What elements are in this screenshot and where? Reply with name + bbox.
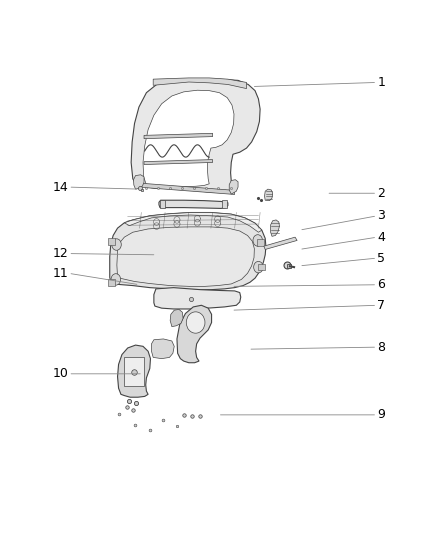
Polygon shape <box>124 358 144 386</box>
Polygon shape <box>138 183 235 195</box>
Polygon shape <box>264 237 297 249</box>
Text: 5: 5 <box>377 252 385 264</box>
Polygon shape <box>222 200 227 208</box>
Polygon shape <box>117 227 254 286</box>
Polygon shape <box>131 79 260 192</box>
Polygon shape <box>144 159 212 165</box>
Polygon shape <box>159 200 228 208</box>
Polygon shape <box>271 220 279 236</box>
Polygon shape <box>153 78 247 88</box>
Ellipse shape <box>186 312 205 333</box>
Text: 14: 14 <box>53 181 68 193</box>
Text: 2: 2 <box>377 187 385 200</box>
Text: 8: 8 <box>377 341 385 353</box>
Polygon shape <box>265 189 273 200</box>
Polygon shape <box>229 180 238 194</box>
Text: 7: 7 <box>377 299 385 312</box>
Text: 12: 12 <box>53 247 68 260</box>
Circle shape <box>112 239 121 251</box>
Polygon shape <box>177 305 212 363</box>
Text: 1: 1 <box>377 76 385 89</box>
Text: 9: 9 <box>377 408 385 422</box>
Polygon shape <box>143 90 234 187</box>
Text: 6: 6 <box>377 278 385 291</box>
Polygon shape <box>108 238 115 245</box>
Polygon shape <box>108 279 115 286</box>
Polygon shape <box>170 309 183 327</box>
Polygon shape <box>117 345 151 397</box>
Text: 10: 10 <box>53 367 68 381</box>
Circle shape <box>254 261 263 273</box>
Polygon shape <box>134 175 144 189</box>
Polygon shape <box>152 339 174 359</box>
Polygon shape <box>144 133 212 139</box>
Polygon shape <box>154 288 241 309</box>
Polygon shape <box>257 239 264 246</box>
Polygon shape <box>110 213 266 290</box>
Polygon shape <box>160 200 166 208</box>
Polygon shape <box>258 264 265 270</box>
Text: 4: 4 <box>377 231 385 244</box>
Text: 3: 3 <box>377 209 385 222</box>
Circle shape <box>253 235 262 246</box>
Circle shape <box>111 273 120 285</box>
Text: 11: 11 <box>53 267 68 280</box>
Polygon shape <box>124 213 262 232</box>
